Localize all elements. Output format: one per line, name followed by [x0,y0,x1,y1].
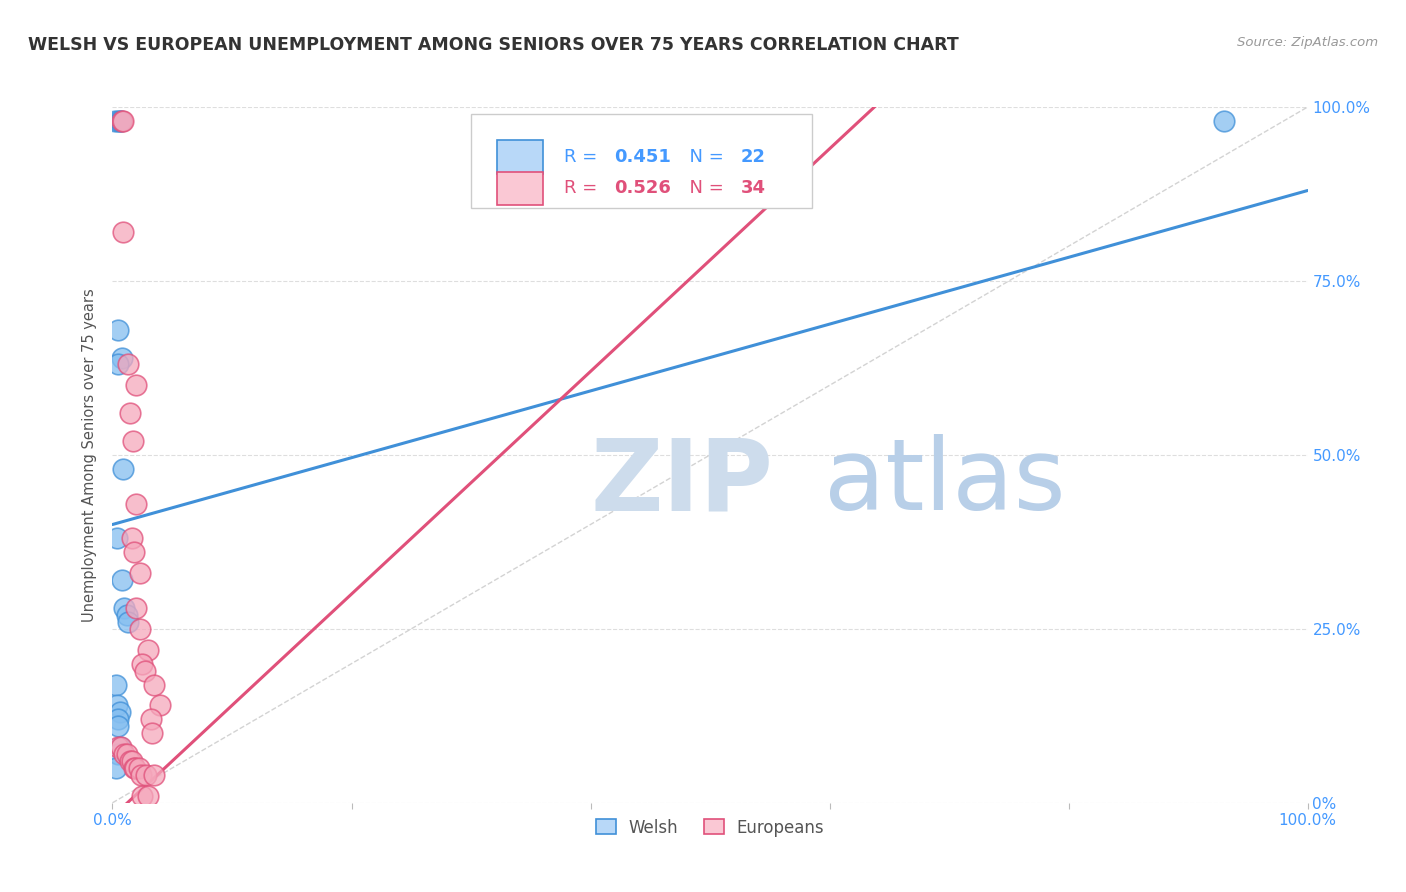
Point [143,677,166,691]
Point [141,726,163,740]
Point [129,622,152,636]
Point [121,754,143,768]
Text: atlas: atlas [824,434,1066,532]
Point [105,761,128,775]
Text: Source: ZipAtlas.com: Source: ZipAtlas.com [1237,36,1378,49]
Point [108,706,131,720]
Point [107,114,129,128]
Point [121,532,143,546]
Point [1213,114,1236,128]
Point [138,642,160,657]
Point [105,677,128,691]
Point [117,615,139,629]
Text: N =: N = [678,148,730,166]
Point [107,740,129,755]
Text: 34: 34 [741,179,766,197]
Point [105,532,128,546]
Point [131,657,153,671]
Point [128,761,150,775]
Point [120,754,142,768]
Point [110,740,132,755]
Point [135,768,157,782]
Point [107,719,129,733]
Point [149,698,172,713]
Text: WELSH VS EUROPEAN UNEMPLOYMENT AMONG SENIORS OVER 75 YEARS CORRELATION CHART: WELSH VS EUROPEAN UNEMPLOYMENT AMONG SEN… [28,36,959,54]
Point [134,664,156,678]
Point [124,761,146,775]
Text: ZIP: ZIP [591,434,773,532]
Point [115,607,138,622]
Point [125,378,148,392]
Point [129,566,152,581]
Point [122,761,145,775]
Point [107,712,129,726]
FancyBboxPatch shape [498,140,543,174]
Point [108,114,131,128]
Point [107,358,129,372]
Point [129,768,152,782]
Point [139,712,162,726]
Text: R =: R = [564,179,603,197]
Point [114,747,135,761]
Point [143,768,166,782]
FancyBboxPatch shape [471,114,811,208]
Text: R =: R = [564,148,603,166]
Point [131,789,153,803]
Point [125,497,148,511]
Point [121,434,143,448]
Point [107,747,129,761]
Point [114,601,135,615]
Point [117,358,139,372]
Y-axis label: Unemployment Among Seniors over 75 years: Unemployment Among Seniors over 75 years [82,288,97,622]
FancyBboxPatch shape [498,172,543,205]
Point [111,351,134,365]
Point [120,406,142,420]
Point [112,462,135,476]
Text: 0.526: 0.526 [614,179,671,197]
Point [110,114,132,128]
Point [105,698,128,713]
Legend: Welsh, Europeans: Welsh, Europeans [589,812,831,843]
Point [111,573,134,587]
Point [112,114,135,128]
Point [122,545,145,559]
Point [108,740,131,755]
Text: N =: N = [678,179,730,197]
Text: 22: 22 [741,148,766,166]
Point [104,114,127,128]
Point [107,323,129,337]
Point [115,747,138,761]
Point [112,225,135,239]
Point [138,789,160,803]
Point [111,114,134,128]
Text: 0.451: 0.451 [614,148,671,166]
Point [125,601,148,615]
